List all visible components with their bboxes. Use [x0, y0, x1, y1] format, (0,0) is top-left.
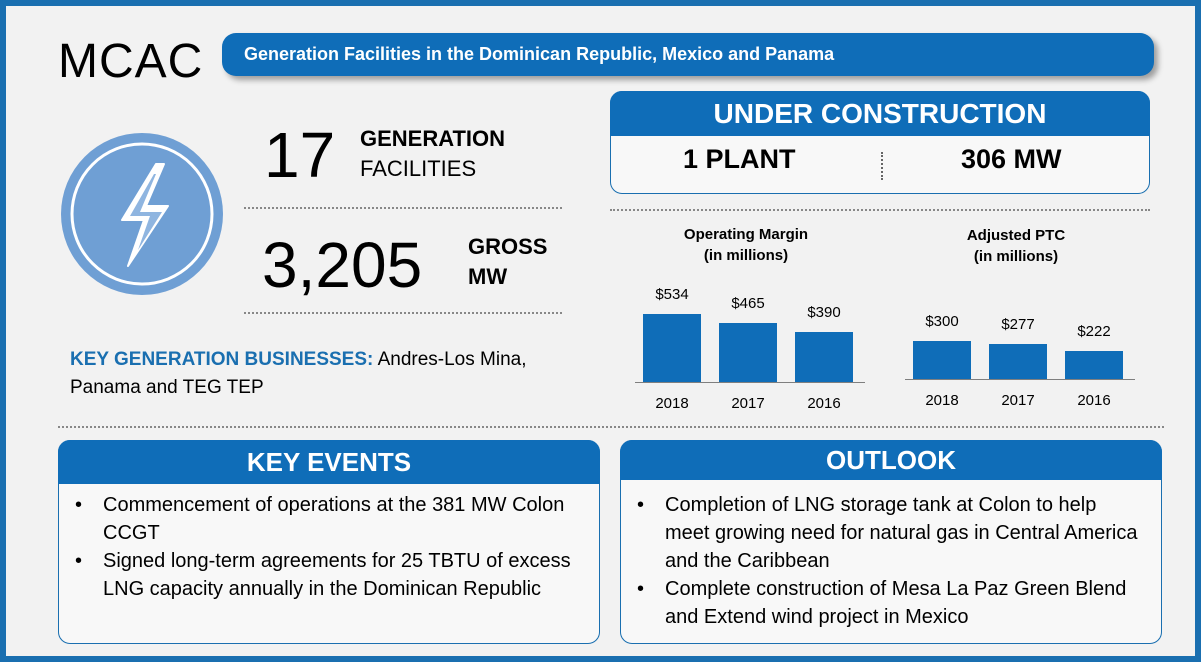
divider-dots [610, 209, 1150, 211]
x-tick-label: 2017 [1001, 392, 1035, 409]
x-axis-line [905, 379, 1135, 380]
chart-title-text: Adjusted PTC [966, 227, 1066, 244]
data-label: $300 [925, 312, 959, 330]
facilities-count: 17 [264, 119, 336, 191]
key-businesses-line2: Panama and TEG TEP [70, 377, 264, 398]
gross-mw-value: 3,205 [262, 229, 423, 301]
operating-margin-chart: Operating Margin (in millions) $534 2018 $… [626, 221, 866, 416]
data-label: $465 [731, 294, 765, 312]
bar-2017 [989, 343, 1047, 379]
x-tick-label: 2018 [925, 392, 959, 409]
x-tick-label: 2016 [1077, 392, 1111, 409]
under-construction-box: UNDER CONSTRUCTION 1 PLANT 306 MW [610, 91, 1150, 194]
outlook-panel: OUTLOOK Completion of LNG storage tank a… [620, 440, 1162, 644]
adjusted-ptc-chart: Adjusted PTC (in millions) $300 2018 $277 2… [896, 221, 1136, 416]
outlook-list: Completion of LNG storage tank at Colon … [621, 491, 1145, 631]
chart-subtitle-text: (in millions) [973, 248, 1059, 265]
key-businesses-label: KEY GENERATION BUSINESSES: [70, 349, 374, 370]
divider-dots [244, 312, 562, 314]
divider-dots [58, 426, 1164, 428]
title-banner: Generation Facilities in the Dominican R… [222, 33, 1154, 76]
facilities-label: GENERATION FACILITIES [360, 124, 505, 184]
gross-mw-label: GROSS MW [468, 232, 547, 292]
facilities-label-bold: GENERATION [360, 126, 506, 151]
x-tick-label: 2018 [655, 395, 689, 412]
bar-2016 [1065, 350, 1123, 379]
chart-subtitle-text: (in millions) [703, 247, 789, 264]
facilities-label-text: FACILITIES [360, 156, 477, 181]
lightning-bolt-logo [64, 136, 220, 292]
under-construction-plants: 1 PLANT [683, 144, 796, 174]
chart-title-text: Operating Margin [683, 226, 809, 243]
divider-dots [244, 207, 562, 209]
chart-title: Adjusted PTC (in millions) [916, 225, 1116, 267]
key-events-list: Commencement of operations at the 381 MW… [59, 491, 573, 603]
data-label: $534 [655, 285, 689, 303]
key-events-title: KEY EVENTS [58, 440, 600, 484]
x-tick-label: 2017 [731, 395, 765, 412]
lightning-bolt-icon [70, 142, 214, 286]
company-title: MCAC [58, 35, 204, 88]
list-item: Completion of LNG storage tank at Colon … [637, 491, 1145, 575]
key-events-panel: KEY EVENTS Commencement of operations at… [58, 440, 600, 644]
gross-mw-label-line1: GROSS [468, 234, 548, 259]
x-tick-label: 2016 [807, 395, 841, 412]
bar-2018 [913, 340, 971, 379]
data-label: $390 [807, 304, 841, 322]
list-item: Signed long-term agreements for 25 TBTU … [75, 547, 573, 603]
key-businesses-line1: Andres-Los Mina, [373, 349, 527, 370]
under-construction-separator [881, 152, 883, 180]
chart-title: Operating Margin (in millions) [646, 224, 846, 266]
key-generation-businesses: KEY GENERATION BUSINESSES: Andres-Los Mi… [70, 346, 570, 402]
under-construction-mw: 306 MW [961, 144, 1062, 174]
bar-2018 [643, 313, 701, 382]
list-item: Commencement of operations at the 381 MW… [75, 491, 573, 547]
under-construction-title: UNDER CONSTRUCTION [610, 91, 1150, 136]
bar-2017 [719, 322, 777, 382]
gross-mw-label-line2: MW [468, 264, 508, 289]
bar-2016 [795, 332, 853, 382]
x-axis-line [635, 382, 865, 383]
data-label: $222 [1077, 322, 1111, 340]
list-item: Complete construction of Mesa La Paz Gre… [637, 575, 1145, 631]
data-label: $277 [1001, 315, 1035, 333]
outlook-title: OUTLOOK [620, 440, 1162, 480]
